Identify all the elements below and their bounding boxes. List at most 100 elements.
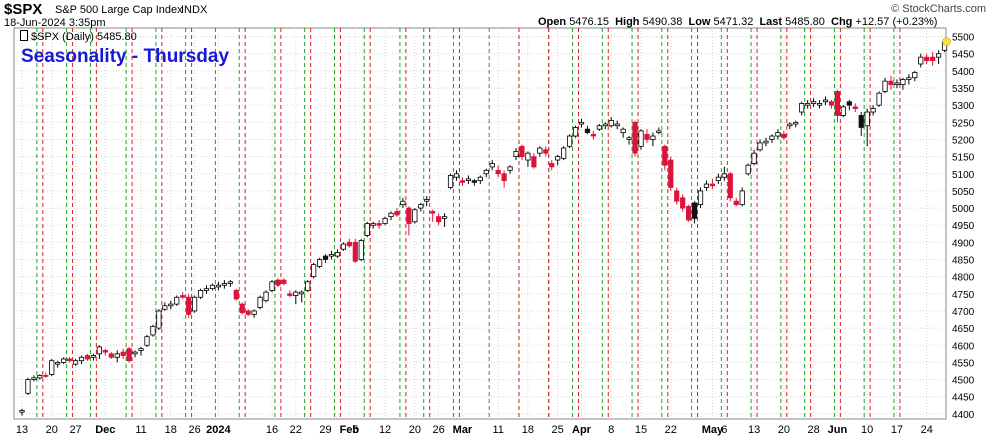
candle — [108, 352, 114, 359]
candle-body — [281, 279, 287, 284]
candle — [477, 175, 483, 185]
candle-body — [721, 173, 727, 178]
candle — [811, 98, 817, 107]
x-tick-label: 24 — [921, 424, 933, 436]
candle-body — [364, 223, 370, 236]
x-tick-label: 13 — [16, 424, 28, 436]
candle — [519, 144, 525, 161]
candle-body — [436, 216, 442, 223]
candle — [894, 79, 900, 89]
candle-body — [412, 209, 418, 223]
candle-body — [388, 212, 394, 218]
candle-body — [882, 80, 888, 92]
candle-body — [864, 111, 870, 127]
candle — [489, 160, 495, 171]
x-tick-label: 16 — [266, 424, 278, 436]
candle — [787, 122, 793, 130]
change-label: Chg — [831, 16, 853, 28]
candle-body — [799, 103, 805, 113]
candle-body — [346, 241, 352, 247]
candle — [793, 120, 799, 128]
candle — [828, 100, 835, 109]
candle — [781, 130, 787, 140]
candle — [293, 290, 299, 305]
candle-body — [519, 145, 525, 158]
candle — [90, 353, 97, 361]
candle — [370, 221, 376, 229]
candle — [221, 280, 227, 289]
candle — [763, 137, 769, 147]
last-label: Last — [759, 16, 783, 28]
candle — [495, 165, 501, 178]
candle — [632, 120, 638, 157]
candle — [691, 201, 698, 224]
candle — [239, 302, 245, 315]
candle-body — [834, 91, 841, 116]
candle-body — [858, 115, 864, 128]
x-tick-label: 2024 — [206, 424, 231, 436]
candle — [334, 249, 341, 258]
candle — [328, 250, 335, 260]
candle-body — [811, 101, 817, 104]
candle — [471, 178, 477, 186]
candle-body — [912, 72, 918, 79]
candle-body — [251, 310, 257, 315]
candle — [775, 129, 781, 140]
candle-body — [691, 202, 698, 219]
candle — [816, 100, 823, 109]
y-tick-label: 5150 — [952, 153, 975, 164]
y-tick-label: 5050 — [952, 187, 975, 198]
candle-body — [305, 281, 311, 291]
candle — [174, 295, 180, 306]
candle-body — [227, 281, 233, 284]
candle-body — [936, 53, 942, 58]
y-tick-label: 5400 — [952, 67, 975, 78]
x-tick-label: 18 — [165, 424, 177, 436]
candle — [846, 100, 852, 111]
y-tick-label: 5450 — [952, 50, 975, 61]
candle — [263, 290, 269, 303]
candle — [132, 350, 138, 358]
change-value: +12.57 (+0.23%) — [855, 16, 938, 28]
candle-body — [614, 123, 620, 127]
candle-body — [96, 346, 102, 355]
candle-body — [870, 108, 876, 113]
candle-body — [549, 163, 555, 168]
candle — [900, 77, 906, 90]
candle — [227, 280, 233, 287]
candle — [751, 149, 757, 166]
candle — [340, 242, 347, 251]
x-tick-label: 29 — [319, 424, 331, 436]
candle — [882, 77, 888, 94]
candle-body — [680, 197, 686, 209]
candle-body — [555, 156, 561, 161]
candle — [507, 165, 513, 174]
candle — [447, 173, 454, 190]
candle-body — [406, 207, 412, 224]
candle — [180, 292, 186, 299]
candle-body — [352, 241, 358, 262]
candle-body — [120, 351, 126, 356]
candle-body — [358, 240, 364, 260]
candle — [441, 213, 448, 227]
candle-body — [650, 135, 656, 140]
candle — [102, 348, 108, 356]
candle-body — [67, 358, 73, 362]
candle-body — [156, 310, 162, 329]
candle-body — [72, 360, 79, 365]
candle — [674, 187, 680, 205]
candle — [799, 101, 805, 116]
candle — [840, 105, 846, 118]
grid-lines — [13, 27, 947, 420]
seasonality-title: Seasonality - Thursday — [21, 46, 230, 67]
candle — [72, 358, 79, 366]
candle — [584, 125, 591, 135]
candle — [912, 70, 918, 82]
candle — [501, 170, 507, 188]
candle-body — [370, 223, 376, 226]
candle-body — [507, 166, 513, 171]
x-tick-label: 15 — [635, 424, 647, 436]
y-tick-label: 5000 — [952, 204, 975, 215]
exchange-label: INDX — [181, 4, 208, 16]
candle — [703, 180, 710, 191]
